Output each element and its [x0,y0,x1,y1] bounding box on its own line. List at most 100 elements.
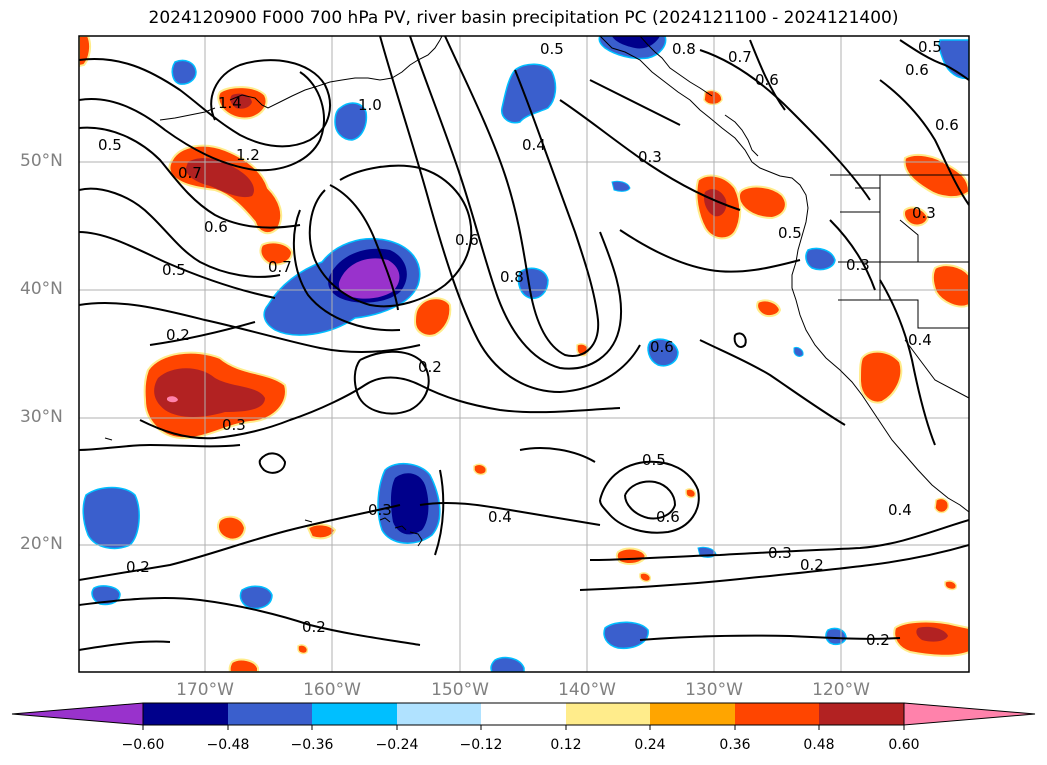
contour-label: 0.4 [522,136,546,154]
precip-area [79,36,92,68]
precip-area [903,206,930,227]
contour-label: 0.7 [178,164,202,182]
colorbar-segment [481,703,566,725]
precip-area [903,153,969,198]
precip-area [334,102,368,141]
precip-area [517,267,549,300]
precip-area [615,547,648,565]
precip-area [171,59,197,85]
precip-area [603,621,649,650]
precip-area [91,585,121,606]
contour-label: 0.5 [540,40,564,58]
precip-area [167,396,178,403]
precip-area [217,515,247,541]
precip-area [154,368,265,417]
colorbar-segment [735,703,819,725]
precip-area [931,264,969,308]
contour-label: 0.6 [455,231,479,249]
contour-label: 0.6 [204,218,228,236]
contour-label: 0.8 [672,40,696,58]
contour-label: 0.5 [98,136,122,154]
colorbar-segment [312,703,397,725]
contour-label: 0.2 [866,631,890,649]
colorbar-tick-label: −0.24 [375,737,419,753]
precip-area [944,580,958,591]
colorbar-segment [650,703,735,725]
lat-label: 30°N [20,407,63,427]
precip-area [938,39,969,80]
lon-label: 170°W [176,680,234,700]
contour-label: 0.6 [755,71,779,89]
precip-area [490,656,525,672]
colorbar-tick-label: −0.48 [206,737,250,753]
precip-area [338,258,400,299]
contour-label: 0.4 [908,331,932,349]
precip-area [297,644,309,655]
contour-label: 1.0 [358,96,382,114]
lon-label: 150°W [431,680,489,700]
contour-label: 0.3 [222,416,246,434]
colorbar [11,702,1036,730]
precip-negative-areas [82,36,969,672]
colorbar-tick-label: −0.60 [121,737,165,753]
precip-area [259,241,294,266]
contour-label: 0.6 [656,508,680,526]
contour-label: 0.2 [126,558,150,576]
contour-label: 0.5 [642,451,666,469]
colorbar-extend-left [11,702,144,726]
precip-area [704,189,727,217]
pv-contours [79,36,969,651]
precip-area [858,350,903,404]
colorbar-tick-label: 0.48 [803,737,835,753]
precip-area [185,158,255,198]
precip-area [756,299,782,318]
precip-area [390,473,429,535]
contour-label: 0.4 [488,508,512,526]
precip-area [473,463,488,476]
lon-label: 130°W [685,680,743,700]
colorbar-tick-label: 0.36 [719,737,751,753]
colorbar-tick-label: −0.12 [459,737,503,753]
precip-area [916,626,948,642]
precip-area [228,658,259,672]
colorbar-segment [566,703,650,725]
contour-label: 0.8 [500,268,524,286]
lat-label: 40°N [20,279,63,299]
contour-label: 0.2 [418,358,442,376]
map-title: 2024120900 F000 700 hPa PV, river basin … [148,8,899,28]
coastlines [159,36,969,513]
lon-label: 120°W [812,680,870,700]
contour-label: 0.3 [638,148,662,166]
contour-label: 0.6 [935,116,959,134]
precip-area [934,497,950,514]
lat-label: 20°N [20,534,63,554]
contour-label: 0.3 [912,204,936,222]
contour-label: 1.2 [236,146,260,164]
colorbar-tick-label: 0.12 [550,737,582,753]
colorbar-tick-label: 0.24 [634,737,666,753]
contour-label: 0.6 [905,61,929,79]
islands [104,437,423,547]
contour-label: 0.2 [166,326,190,344]
contour-label: 0.3 [768,544,792,562]
precip-area [413,297,452,337]
colorbar-segment [397,703,481,725]
colorbar-tick-label: −0.36 [290,737,334,753]
precip-area [239,585,273,610]
contour-label: 0.3 [846,256,870,274]
contour-label: 1.4 [218,94,242,112]
precip-positive-areas [79,36,969,672]
contour-label: 0.5 [162,261,186,279]
contour-label: 0.5 [778,224,802,242]
precip-area [611,180,631,192]
contour-label: 0.4 [888,501,912,519]
map-frame [78,35,970,673]
lat-lon-grid [79,36,969,672]
precip-area [805,247,836,271]
colorbar-extend-right [903,702,1036,726]
contour-label: 0.6 [650,338,674,356]
precip-area [306,523,337,540]
colorbar-segment [228,703,312,725]
lon-label: 140°W [558,680,616,700]
